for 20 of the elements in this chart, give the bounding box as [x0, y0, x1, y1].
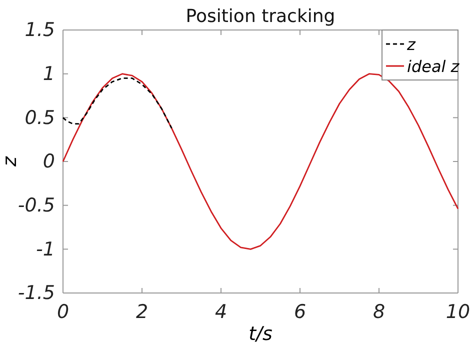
x-tick-label: 4: [214, 301, 228, 324]
y-tick-label: -0.5: [18, 194, 55, 216]
y-tick-label: -1.5: [18, 282, 55, 304]
y-axis-title: z: [0, 155, 21, 168]
y-tick-label: 1: [42, 62, 55, 85]
y-tick-label: 1.5: [24, 19, 55, 42]
x-tick-label: 8: [372, 301, 386, 324]
legend-label: ideal z: [407, 57, 460, 76]
line-series: [62, 78, 172, 129]
line-series: [62, 73, 459, 250]
x-tick-label: 2: [136, 301, 148, 324]
chart-title: Position tracking: [186, 6, 336, 27]
legend-label: z: [406, 35, 416, 54]
x-tick-label: 6: [294, 301, 306, 324]
x-axis-title: t/s: [248, 323, 272, 345]
x-tick-label: 0: [56, 301, 70, 324]
y-tick-label: 0.5: [24, 106, 55, 129]
y-tick-label: -1: [36, 238, 55, 260]
x-tick-label: 10: [446, 301, 470, 324]
y-tick-label: 0: [42, 150, 55, 173]
